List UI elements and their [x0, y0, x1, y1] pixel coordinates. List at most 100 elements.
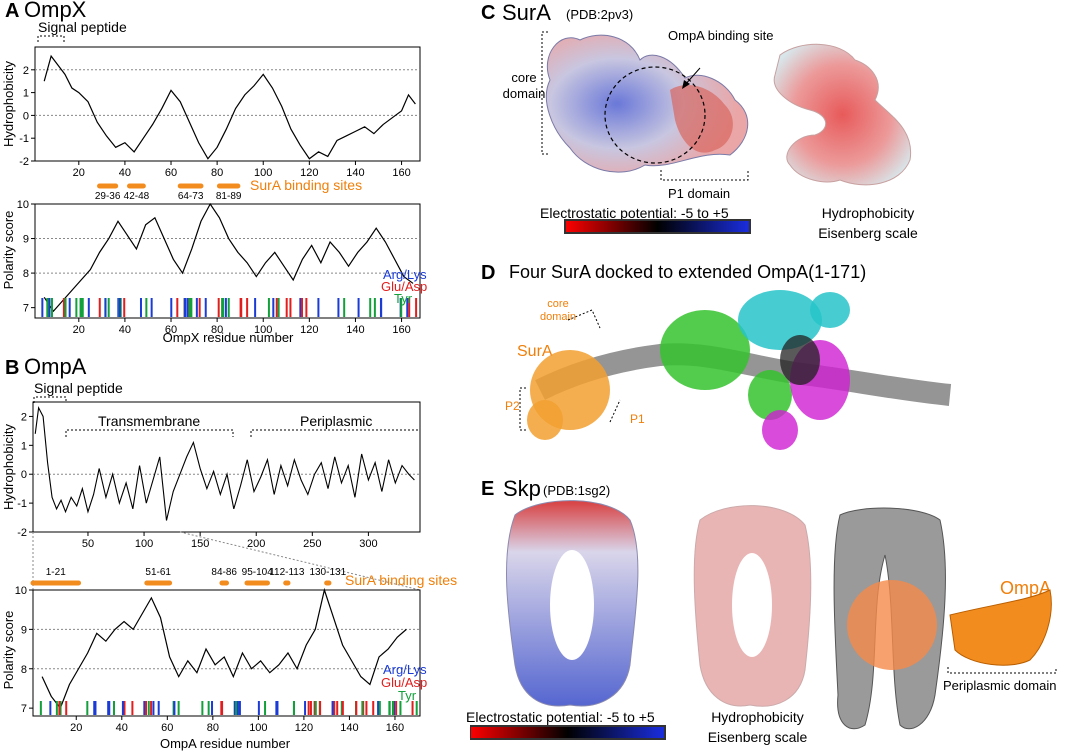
sura-site-label: 112-113	[269, 567, 305, 578]
ompa-pol-ylabel: Polarity score	[1, 611, 16, 690]
y-tick-label: -1	[19, 133, 29, 145]
x-tick-label: 40	[119, 324, 131, 336]
ompa-legend-tyr: Tyr	[398, 688, 417, 703]
y-tick-label: 1	[21, 440, 27, 452]
y-tick-label: -2	[17, 527, 27, 539]
sura-site-label: 95-104	[242, 567, 274, 578]
x-tick-label: 60	[161, 722, 173, 734]
panel-c-title: SurA	[502, 0, 551, 25]
ompx-pol-frame	[34, 203, 421, 319]
panel-d-title: Four SurA docked to extended OmpA(1-171)	[509, 262, 867, 282]
skp-hydrophobicity-cavity	[732, 553, 772, 657]
surA-elec-label: Electrostatic potential: -5 to +5	[540, 205, 729, 221]
y-tick-label: 9	[21, 624, 27, 636]
panel-b-brackets	[33, 396, 421, 437]
panel-e-pdb: (PDB:1sg2)	[543, 483, 611, 498]
x-tick-label: 160	[392, 167, 410, 179]
panel-d-letter: D	[481, 262, 496, 284]
y-tick-label: 10	[15, 585, 27, 597]
panel-c-figure	[541, 31, 912, 234]
skp-ompa-label: OmpA	[1000, 578, 1052, 598]
sura-green	[660, 310, 750, 390]
x-tick-label: 80	[211, 167, 223, 179]
ompa-pol-frame	[32, 589, 421, 717]
sura-site-label: 130-131	[309, 567, 346, 578]
panelD-sura-label: SurA	[517, 343, 553, 360]
x-tick-label: 150	[191, 538, 209, 550]
skp-hyd-line1: Hydrophobicity	[711, 709, 804, 725]
x-tick-label: 40	[119, 167, 131, 179]
x-tick-label: 100	[135, 538, 153, 550]
x-tick-label: 100	[254, 167, 272, 179]
y-tick-label: 1	[23, 88, 29, 100]
ompx-pol-ylabel: Polarity score	[1, 211, 16, 290]
panel-c-letter: C	[481, 2, 496, 24]
ompa-xlabel: OmpA residue number	[160, 736, 291, 751]
x-tick-label: 300	[359, 538, 377, 550]
ompa-legend-glu: Glu/Asp	[381, 675, 428, 690]
surA-p1-label: P1 domain	[668, 186, 731, 201]
skp-electrostatic-colorbar	[470, 725, 666, 740]
sura-site-label: 64-73	[178, 191, 204, 202]
y-tick-label: 10	[17, 199, 29, 211]
ompx-legend-arg: Arg/Lys	[383, 267, 427, 282]
ompa-legend-arg: Arg/Lys	[383, 662, 427, 677]
panel-b-signal-label: Signal peptide	[34, 380, 123, 396]
y-tick-label: -1	[17, 498, 27, 510]
x-tick-label: 250	[303, 538, 321, 550]
panel-b-peri-label: Periplasmic	[300, 413, 373, 429]
ompx-hydrophobicity-line	[43, 54, 416, 160]
surA-hyd-line1: Hydrophobicity	[821, 205, 915, 221]
ompa-periplasmic-domain	[949, 589, 1052, 666]
ompx-hyd-frame	[34, 46, 421, 162]
zoom-connector	[32, 531, 421, 591]
surA-hyd-line2: Eisenberg scale	[818, 225, 918, 241]
sura-site-label: 42-48	[124, 191, 150, 202]
panel-d-figure	[519, 290, 952, 450]
x-tick-label: 120	[300, 167, 318, 179]
x-tick-label: 160	[392, 324, 410, 336]
y-tick-label: 7	[21, 703, 27, 715]
x-tick-label: 20	[73, 167, 85, 179]
surA-hydrophobicity-surface	[773, 43, 912, 186]
panel-a-letter: A	[5, 0, 20, 22]
panelD-p1-label: P1	[630, 412, 645, 426]
x-tick-label: 80	[211, 324, 223, 336]
y-tick-label: 0	[21, 469, 27, 481]
sura-site-label: 1-21	[46, 567, 66, 578]
x-tick-label: 20	[70, 722, 82, 734]
x-tick-label: 200	[247, 538, 265, 550]
surA-core-label: core domain	[502, 70, 546, 101]
skp-peri-label: Periplasmic domain	[943, 678, 1057, 693]
x-tick-label: 60	[165, 324, 177, 336]
surA-ompa-site-label: OmpA binding site	[668, 28, 774, 43]
y-tick-label: 9	[23, 234, 29, 246]
x-tick-label: 140	[346, 167, 364, 179]
ompx-xlabel: OmpX residue number	[163, 330, 294, 345]
x-tick-label: 80	[207, 722, 219, 734]
panelD-p2-label: P2	[505, 399, 520, 413]
skp-hyd-line2: Eisenberg scale	[707, 729, 808, 745]
electrostatic-colorbar	[564, 219, 751, 234]
y-tick-label: 7	[23, 303, 29, 315]
x-tick-label: 60	[165, 167, 177, 179]
x-tick-label: 140	[340, 722, 358, 734]
sura-site-label: 29-36	[95, 191, 121, 202]
sura-site-label: 51-61	[145, 567, 171, 578]
panel-e-figure	[470, 500, 1057, 740]
y-tick-label: 0	[23, 110, 29, 122]
y-tick-label: 8	[23, 268, 29, 280]
ompx-hyd-ylabel: Hydrophobicity	[1, 61, 16, 147]
ompa-sura-label: SurA binding sites	[345, 572, 458, 588]
panel-a-signal-label: Signal peptide	[38, 19, 127, 35]
ompx-sura-label: SurA binding sites	[250, 177, 363, 193]
y-tick-label: 8	[21, 664, 27, 676]
panel-a-plots: -2 -1 0 1 2 20 40 60 80 100 120 140 160 Hydrophobici…	[1, 35, 421, 345]
skp-elec-label: Electrostatic potential: -5 to +5	[466, 709, 655, 725]
ompa-hyd-ylabel: Hydrophobicity	[1, 424, 16, 510]
ompx-legend-tyr: Tyr	[394, 291, 413, 306]
panelD-core-label: core domain	[539, 298, 577, 323]
panel-c-pdb: (PDB:2pv3)	[566, 7, 634, 22]
sura-cyan	[738, 290, 822, 350]
y-tick-label: -2	[19, 156, 29, 168]
